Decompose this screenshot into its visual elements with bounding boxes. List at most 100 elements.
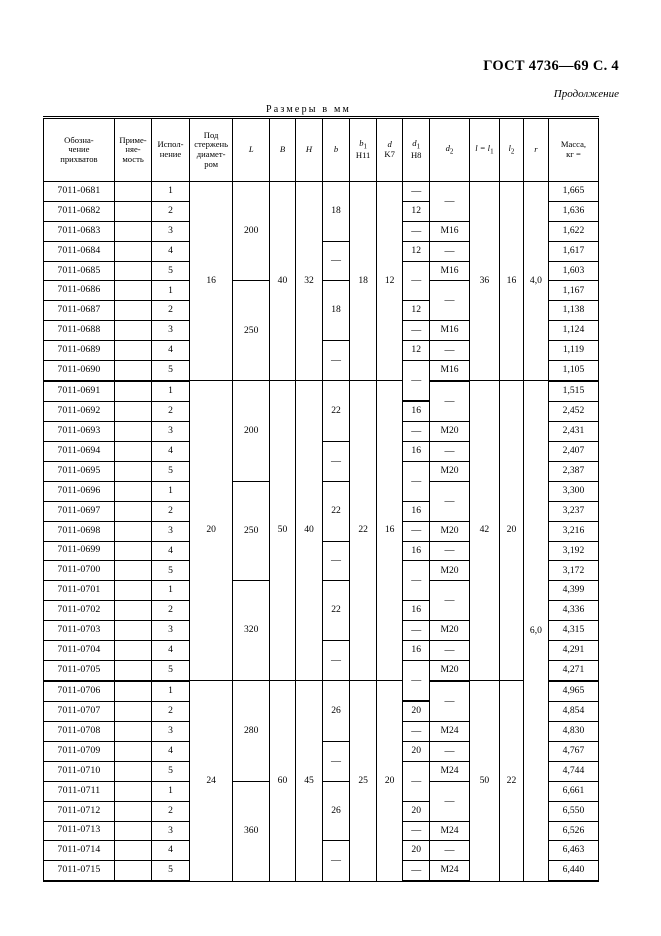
- cell-execution: 3: [151, 721, 190, 742]
- cell-applicability: [113, 740, 153, 762]
- cell-execution: 1: [151, 380, 190, 402]
- cell-mass: 4,854: [547, 700, 600, 723]
- cell-designation: 7011-0688: [43, 320, 115, 342]
- cell-designation: 7011-0710: [43, 760, 115, 782]
- cell-mass: 1,603: [547, 260, 600, 282]
- cell-designation: 7011-0686: [43, 280, 115, 302]
- cell-width-b: 26: [322, 780, 351, 842]
- table-row: 7011-0711 1 360 26—6,661: [43, 780, 600, 882]
- cell-mass: 1,636: [547, 200, 600, 222]
- cell-thread-d2: M24: [429, 820, 470, 842]
- cell-execution: 4: [151, 540, 190, 562]
- cell-designation: 7011-0698: [43, 520, 115, 542]
- cell-rod-diameter: 24: [188, 680, 234, 882]
- cell-mass: 3,237: [547, 500, 600, 522]
- cell-thread-d2: —: [429, 380, 470, 423]
- cell-thread-d2: M20: [429, 560, 470, 582]
- cell-diameter-d1: 16: [402, 400, 431, 423]
- cell-thread-d2: —: [429, 680, 470, 723]
- col-header-b: b: [322, 118, 351, 182]
- cell-designation: 7011-0706: [43, 680, 115, 702]
- cell-mass: 6,661: [547, 780, 600, 802]
- table-row: 7011-0686 1 250 18—1,167: [43, 280, 600, 382]
- cell-applicability: [113, 860, 153, 883]
- table-row: 7011-0698 3 — M20 3,216: [43, 520, 600, 542]
- cell-execution: 1: [151, 780, 190, 802]
- cell-width-b1: 18: [349, 180, 378, 382]
- cell-execution: 2: [151, 700, 190, 723]
- cell-mass: 6,526: [547, 820, 600, 842]
- col-header-rod-diameter: Под стержень диамет- ром: [188, 118, 234, 182]
- cell-length-l: 36: [468, 180, 500, 382]
- cell-applicability: [113, 520, 153, 542]
- cell-diameter-d1: —: [402, 360, 431, 403]
- cell-diameter-d1: 20: [402, 800, 431, 822]
- cell-thread-d2: —: [429, 280, 470, 322]
- col-header-d: d K7: [376, 118, 404, 182]
- cell-mass: 1,515: [547, 380, 600, 402]
- cell-thread-d2: M24: [429, 860, 470, 883]
- cell-thread-d2: —: [429, 340, 470, 362]
- cell-applicability: [113, 600, 153, 622]
- table-row: 7011-0715 5 — M24 6,440: [43, 860, 600, 883]
- table-row: 7011-0704 4—16—4,291: [43, 639, 600, 682]
- cell-designation: 7011-0705: [43, 659, 115, 682]
- cell-execution: 3: [151, 520, 190, 542]
- cell-diameter-d1: 12: [402, 200, 431, 222]
- cell-applicability: [113, 659, 153, 682]
- cell-mass: 4,315: [547, 620, 600, 641]
- cell-execution: 5: [151, 460, 190, 482]
- cell-applicability: [113, 380, 153, 402]
- cell-width-b: 22: [322, 380, 351, 443]
- cell-execution: 1: [151, 280, 190, 302]
- table-row: 7011-0697 2 16 3,237: [43, 500, 600, 522]
- specification-table: Обозна- чение прихватов Приме- няе- мост…: [43, 118, 600, 883]
- cell-execution: 2: [151, 800, 190, 822]
- cell-designation: 7011-0713: [43, 820, 115, 842]
- cell-thread-d2: —: [429, 580, 470, 622]
- cell-diameter-d1: 16: [402, 639, 431, 661]
- cell-diameter-d1: 20: [402, 700, 431, 723]
- cell-thread-d2: M20: [429, 460, 470, 482]
- cell-designation: 7011-0699: [43, 540, 115, 562]
- cell-execution: 3: [151, 220, 190, 242]
- cell-applicability: [113, 840, 153, 862]
- col-header-l: l = l1: [468, 118, 500, 182]
- cell-mass: 6,550: [547, 800, 600, 822]
- table-row: 7011-0714 4—20—6,463: [43, 840, 600, 882]
- cell-mass: 4,830: [547, 721, 600, 742]
- continuation-label: Продолжение: [553, 88, 619, 100]
- table-row: 7011-0701 1 320 22—4,399: [43, 580, 600, 682]
- gost-standard-header: ГОСТ 4736—69 С. 4: [483, 58, 619, 74]
- cell-rod-diameter: 16: [188, 180, 234, 382]
- table-row: 7011-0703 3 — M20 4,315: [43, 620, 600, 641]
- cell-width-b: —: [322, 639, 351, 682]
- cell-applicability: [113, 421, 153, 443]
- cell-execution: 3: [151, 820, 190, 842]
- cell-diameter-d1: —: [402, 181, 431, 202]
- cell-thread-d2: M20: [429, 620, 470, 641]
- cell-designation: 7011-0693: [43, 421, 115, 443]
- cell-rod-diameter: 20: [188, 380, 234, 682]
- cell-width-B: 50: [268, 380, 296, 682]
- cell-height-H: 40: [294, 380, 324, 682]
- table-top-rule: [43, 116, 599, 117]
- col-header-b1: b1 H11: [349, 118, 378, 182]
- cell-execution: 4: [151, 840, 190, 862]
- cell-execution: 5: [151, 760, 190, 782]
- cell-diameter-d1: —: [402, 560, 431, 602]
- cell-height-H: 32: [294, 180, 324, 382]
- cell-execution: 2: [151, 600, 190, 622]
- col-header-designation: Обозна- чение прихватов: [43, 118, 115, 182]
- cell-designation: 7011-0684: [43, 240, 115, 262]
- cell-length-l2: 16: [498, 180, 524, 382]
- cell-mass: 6,463: [547, 840, 600, 862]
- cell-applicability: [113, 639, 153, 661]
- cell-mass: 4,965: [547, 680, 600, 702]
- cell-mass: 2,431: [547, 421, 600, 443]
- cell-diameter-d1: —: [402, 860, 431, 883]
- cell-designation: 7011-0695: [43, 460, 115, 482]
- cell-designation: 7011-0704: [43, 639, 115, 661]
- cell-applicability: [113, 721, 153, 742]
